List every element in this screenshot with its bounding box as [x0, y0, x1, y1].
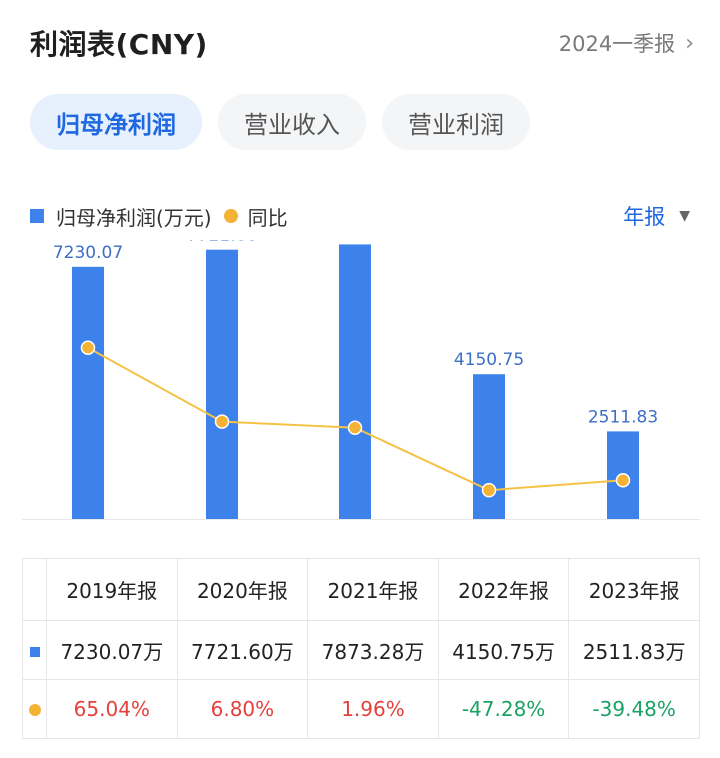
period-type-label: 年报	[623, 205, 666, 229]
legend-line-swatch	[223, 209, 238, 223]
line-series-marker-icon	[28, 704, 41, 716]
table-row-yoy: 65.04% 6.80% 1.96% -47.28% -39.48%	[22, 679, 700, 739]
yoy-point-2021年报	[347, 420, 363, 435]
table-cell: -39.48%	[568, 679, 700, 739]
table-header-cell: 2019年报	[46, 558, 178, 621]
legend-row: 归母净利润(万元) 同比 年报 ▼	[30, 198, 690, 234]
header: 利润表(CNY) 2024一季报 ›	[30, 20, 694, 66]
bar-data-label: 4150.75	[454, 350, 524, 370]
yoy-point-2020年报	[214, 414, 230, 429]
bar-series-marker-icon	[29, 647, 40, 657]
metric-tabs: 归母净利润 营业收入 营业利润	[30, 94, 530, 150]
table-header-cell: 2021年报	[307, 558, 439, 621]
yoy-point-2022年报	[481, 482, 497, 498]
row-marker-cell	[22, 679, 47, 739]
table-cell: 65.04%	[46, 679, 178, 739]
page-title: 利润表(CNY)	[30, 28, 208, 61]
caret-down-icon: ▼	[679, 208, 690, 224]
report-period-label: 2024一季报	[558, 32, 676, 56]
legend-bar-swatch	[30, 209, 44, 223]
bar-data-label: 2511.83	[588, 407, 658, 427]
chart-legend: 归母净利润(万元) 同比	[30, 202, 288, 231]
yoy-point-2019年报	[80, 340, 96, 355]
row-marker-cell	[22, 620, 47, 680]
table-header-row: 2019年报 2020年报 2021年报 2022年报 2023年报	[22, 558, 700, 621]
bar-data-label: 7721.60	[187, 240, 257, 246]
table-cell: 7230.07万	[46, 620, 178, 680]
table-cell: 6.80%	[176, 679, 309, 739]
table-cell: 7721.60万	[176, 620, 309, 680]
tab-operating-profit[interactable]: 营业利润	[382, 94, 530, 150]
table-header-cell: 2023年报	[568, 558, 700, 621]
table-cell: -47.28%	[437, 679, 570, 739]
yoy-point-2023年报	[615, 473, 631, 488]
report-period-link[interactable]: 2024一季报 ›	[559, 28, 694, 58]
chevron-right-icon: ›	[685, 30, 694, 56]
tab-revenue[interactable]: 营业收入	[218, 94, 366, 150]
table-corner-cell	[22, 558, 47, 621]
legend-bar-label: 归母净利润(万元)	[56, 205, 212, 230]
period-type-dropdown[interactable]: 年报 ▼	[623, 201, 690, 231]
bar-2021年报	[339, 244, 371, 519]
data-table: 2019年报 2020年报 2021年报 2022年报 2023年报 7230.…	[22, 558, 700, 739]
table-cell: 1.96%	[307, 679, 439, 739]
table-cell: 7873.28万	[307, 620, 439, 680]
table-cell: 4150.75万	[437, 620, 570, 680]
table-row-profit: 7230.07万 7721.60万 7873.28万 4150.75万 2511…	[22, 620, 700, 680]
bar-2020年报	[206, 249, 238, 519]
table-cell: 2511.83万	[568, 620, 700, 680]
bar-2019年报	[72, 266, 104, 519]
table-header-cell: 2020年报	[176, 558, 309, 621]
table-header-cell: 2022年报	[437, 558, 570, 621]
legend-line-label: 同比	[247, 205, 288, 230]
tab-net-profit[interactable]: 归母净利润	[30, 94, 202, 150]
bar-data-label: 7230.07	[53, 243, 123, 263]
